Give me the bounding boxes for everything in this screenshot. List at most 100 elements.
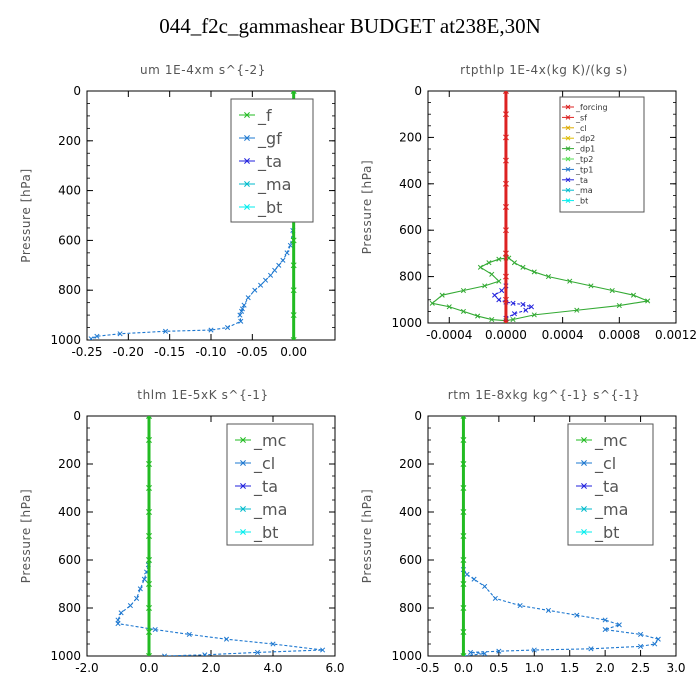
chart-rtm: rtm 1E-8xkg kg^{-1} s^{-1} Pressure [hPa]… xyxy=(360,388,686,675)
data-point xyxy=(146,629,152,635)
data-point xyxy=(492,595,498,601)
legend-label: _ma xyxy=(575,186,593,195)
data-point xyxy=(502,157,509,164)
x-tick-label: -2.0 xyxy=(75,661,98,675)
data-point xyxy=(616,622,622,628)
legend-label: _gf xyxy=(257,129,282,149)
legend-label: _forcing xyxy=(575,103,608,112)
data-point xyxy=(290,337,297,340)
data-point xyxy=(258,282,264,288)
data-point xyxy=(602,617,608,623)
legend-label: _cl xyxy=(575,124,587,133)
x-tick-label: 1.0 xyxy=(525,661,544,675)
data-point xyxy=(146,437,152,443)
y-axis-label: Pressure [hPa] xyxy=(360,489,374,583)
data-point xyxy=(245,295,251,301)
legend: _f _gf _ta _ma _bt xyxy=(230,98,314,223)
data-point xyxy=(467,649,474,655)
data-point xyxy=(588,283,594,289)
x-tick-label: 6.0 xyxy=(325,661,344,675)
x-tick-label: 0.5 xyxy=(489,661,508,675)
data-point xyxy=(511,311,517,317)
data-point xyxy=(254,649,261,655)
data-point xyxy=(460,308,466,314)
data-point xyxy=(240,437,246,443)
data-point xyxy=(141,576,147,582)
data-point xyxy=(475,313,481,319)
data-point xyxy=(146,509,152,515)
data-point xyxy=(244,181,250,187)
data-point xyxy=(545,607,552,613)
data-point xyxy=(252,287,258,293)
data-point xyxy=(581,506,587,512)
data-point xyxy=(244,135,250,141)
data-point xyxy=(244,158,250,164)
x-tick-label: -0.20 xyxy=(113,345,144,359)
data-point xyxy=(471,576,477,582)
data-point xyxy=(290,237,297,244)
data-point xyxy=(489,316,495,323)
data-point xyxy=(320,647,326,653)
legend-label: _bt xyxy=(253,523,278,543)
y-tick-label: 200 xyxy=(399,130,422,144)
x-tick-label: 0.0 xyxy=(139,661,158,675)
legend-label: _ma xyxy=(253,500,287,520)
data-point xyxy=(146,533,152,539)
data-point xyxy=(290,91,297,94)
x-tick-label: -0.10 xyxy=(195,345,226,359)
data-point xyxy=(482,651,488,656)
y-tick-label: 1000 xyxy=(391,649,422,663)
data-point xyxy=(616,303,622,309)
y-tick-label: 600 xyxy=(399,223,422,237)
legend-box xyxy=(559,96,645,213)
y-tick-label: 200 xyxy=(58,134,81,148)
legend-label: _sf xyxy=(575,113,587,122)
legend-label: _ta xyxy=(575,176,588,185)
data-point xyxy=(545,274,552,280)
data-point xyxy=(581,529,587,535)
data-point xyxy=(146,605,152,611)
chart-title: thlm 1E-5xK s^{-1} xyxy=(137,388,268,402)
x-tick-label: 2.5 xyxy=(631,661,650,675)
data-point xyxy=(502,91,509,94)
data-point xyxy=(511,260,517,266)
legend-label: _bt xyxy=(594,523,619,543)
x-tick-label: -0.5 xyxy=(416,661,439,675)
legend-label: _tp2 xyxy=(575,155,593,164)
data-point xyxy=(460,533,467,539)
series-group xyxy=(460,416,661,656)
data-point xyxy=(502,111,509,118)
data-point xyxy=(574,307,580,313)
data-point xyxy=(496,648,502,654)
y-axis-label: Pressure [hPa] xyxy=(19,168,33,262)
y-tick-label: 1000 xyxy=(391,316,422,330)
y-tick-label: 0 xyxy=(414,84,422,98)
data-point xyxy=(609,287,615,294)
x-tick-label: 2.0 xyxy=(201,661,220,675)
y-tick-label: 400 xyxy=(399,177,422,191)
data-point xyxy=(127,603,133,609)
data-point xyxy=(581,483,587,489)
data-point xyxy=(240,506,246,512)
y-tick-label: 1000 xyxy=(50,649,81,663)
legend-label: _cl xyxy=(253,454,275,474)
legend-label: _ta xyxy=(594,477,619,497)
data-point xyxy=(224,324,231,331)
legend-label: _ta xyxy=(257,152,282,172)
data-point xyxy=(115,621,121,627)
data-point xyxy=(460,287,466,294)
data-point xyxy=(645,298,651,304)
series-points-mc xyxy=(146,416,152,656)
legend: _mc _cl _ta _ma _bt xyxy=(226,423,314,546)
data-point xyxy=(460,416,467,419)
y-tick-label: 800 xyxy=(399,270,422,284)
page-title: 044_f2c_gammashear BUDGET at238E,30N xyxy=(159,14,541,38)
data-point xyxy=(565,167,571,172)
data-point xyxy=(565,156,571,162)
data-point xyxy=(565,198,571,203)
data-point xyxy=(460,485,467,491)
data-point xyxy=(565,135,571,141)
legend-label: _f xyxy=(257,106,272,126)
data-point xyxy=(464,571,470,577)
legend-label: _ma xyxy=(257,175,291,195)
